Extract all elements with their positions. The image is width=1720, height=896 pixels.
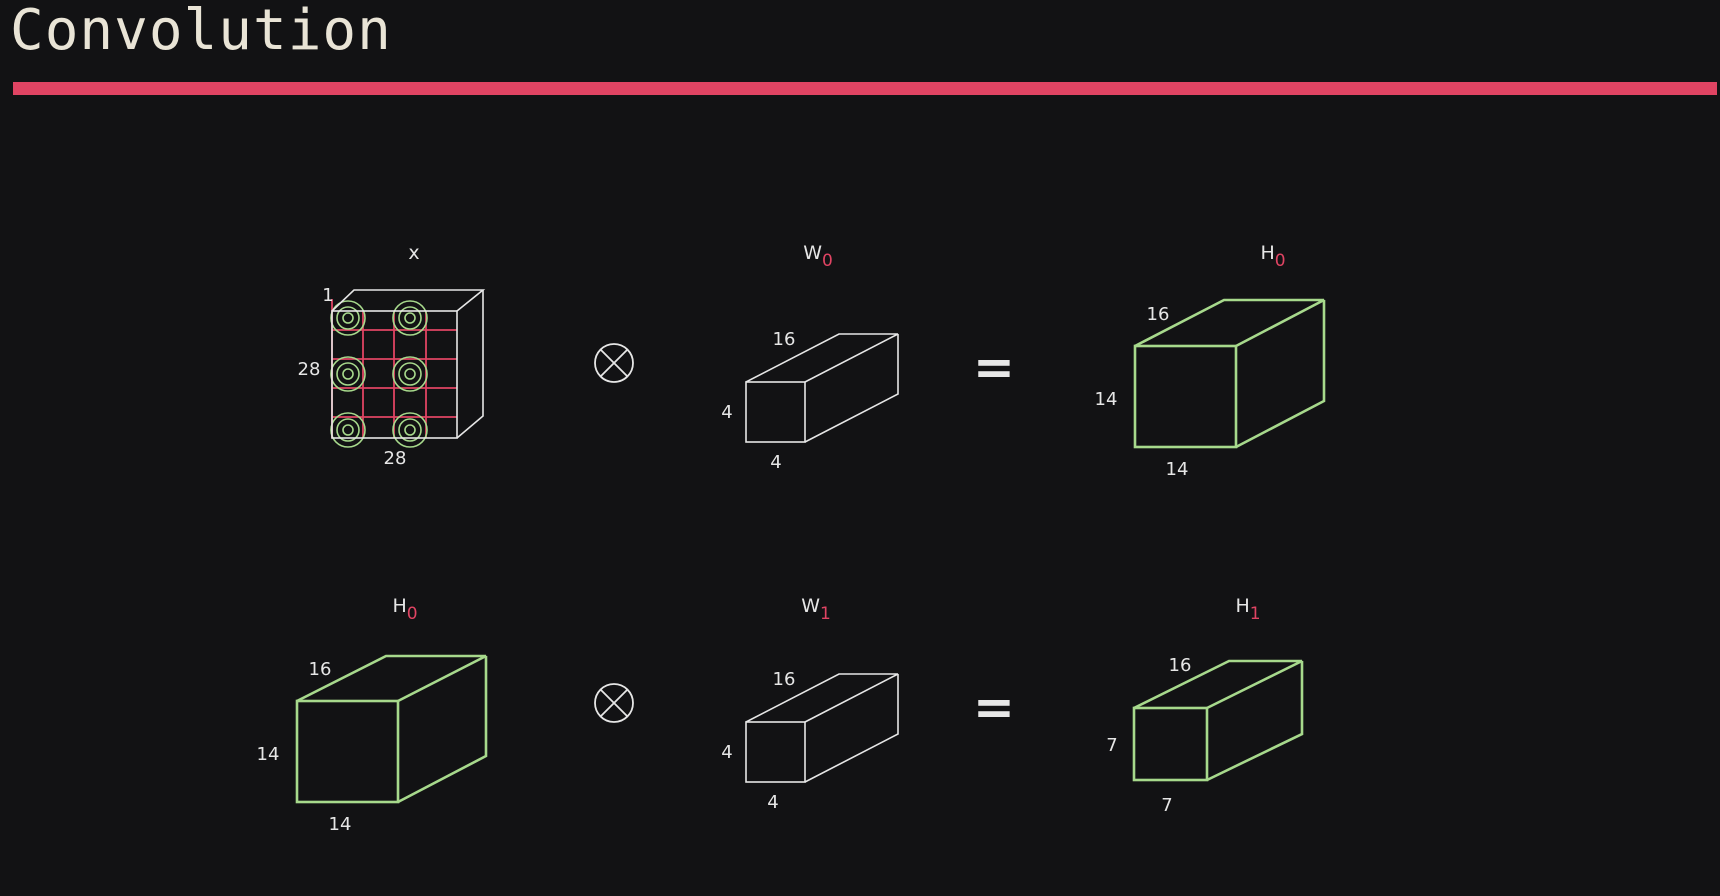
output-h0-depth-label: 16 xyxy=(1147,304,1170,325)
otimes-icon xyxy=(594,343,634,383)
receptive-field-2 xyxy=(392,300,428,336)
weight-w0-height-label: 4 xyxy=(721,402,732,423)
input-h0-tensor: H0 16 14 14 xyxy=(257,595,488,835)
output-h1-label: H1 xyxy=(1235,595,1260,624)
input-h0-label: H0 xyxy=(392,595,417,624)
output-h0-width-label: 14 xyxy=(1166,459,1189,480)
weight-w0-depth-label: 16 xyxy=(773,329,796,350)
input-x-tensor: x xyxy=(298,242,486,469)
receptive-field-4 xyxy=(392,356,428,392)
input-cube-outline xyxy=(331,289,486,439)
input-h0-width-label: 14 xyxy=(329,814,352,835)
input-x-label: x xyxy=(408,242,419,264)
otimes-icon xyxy=(594,683,634,723)
receptive-field-circles xyxy=(330,300,428,448)
weight-w1-label: W1 xyxy=(801,595,831,624)
output-h0-tensor: H0 16 14 14 xyxy=(1095,242,1326,480)
receptive-field-1 xyxy=(330,300,366,336)
convolution-operator-2 xyxy=(594,683,634,723)
receptive-field-3 xyxy=(330,356,366,392)
output-h1-height-label: 7 xyxy=(1106,735,1117,756)
output-h1-tensor: H1 16 7 7 xyxy=(1106,595,1304,816)
input-h0-cube xyxy=(295,654,488,804)
output-h1-width-label: 7 xyxy=(1161,795,1172,816)
input-height-label: 28 xyxy=(298,359,321,380)
weight-w1-height-label: 4 xyxy=(721,742,732,763)
weight-w1-depth-label: 16 xyxy=(773,669,796,690)
output-h1-depth-label: 16 xyxy=(1169,655,1192,676)
receptive-field-6 xyxy=(392,412,428,448)
input-depth-label: 1 xyxy=(322,285,333,306)
weight-w1-cube xyxy=(745,673,899,783)
input-h0-height-label: 14 xyxy=(257,744,280,765)
receptive-field-5 xyxy=(330,412,366,448)
title-underline xyxy=(13,82,1717,95)
input-h0-depth-label: 16 xyxy=(309,659,332,680)
weight-w0-cube xyxy=(745,333,899,443)
weight-w0-tensor: W0 16 4 4 xyxy=(721,242,899,473)
weight-w0-width-label: 4 xyxy=(770,452,781,473)
output-h1-cube xyxy=(1132,659,1304,782)
row-1: x xyxy=(298,242,1326,480)
output-h0-label: H0 xyxy=(1260,242,1285,271)
equals-sign-2: = xyxy=(973,678,1015,736)
row-2: H0 16 14 14 W1 xyxy=(257,595,1304,835)
slide-title: Convolution xyxy=(10,0,392,63)
input-width-label: 28 xyxy=(384,448,407,469)
output-h0-cube xyxy=(1133,298,1326,449)
weight-w1-width-label: 4 xyxy=(767,792,778,813)
output-h0-height-label: 14 xyxy=(1095,389,1118,410)
weight-w1-tensor: W1 16 4 4 xyxy=(721,595,899,813)
equals-sign-1: = xyxy=(973,338,1015,396)
weight-w0-label: W0 xyxy=(803,242,833,271)
convolution-operator-1 xyxy=(594,343,634,383)
